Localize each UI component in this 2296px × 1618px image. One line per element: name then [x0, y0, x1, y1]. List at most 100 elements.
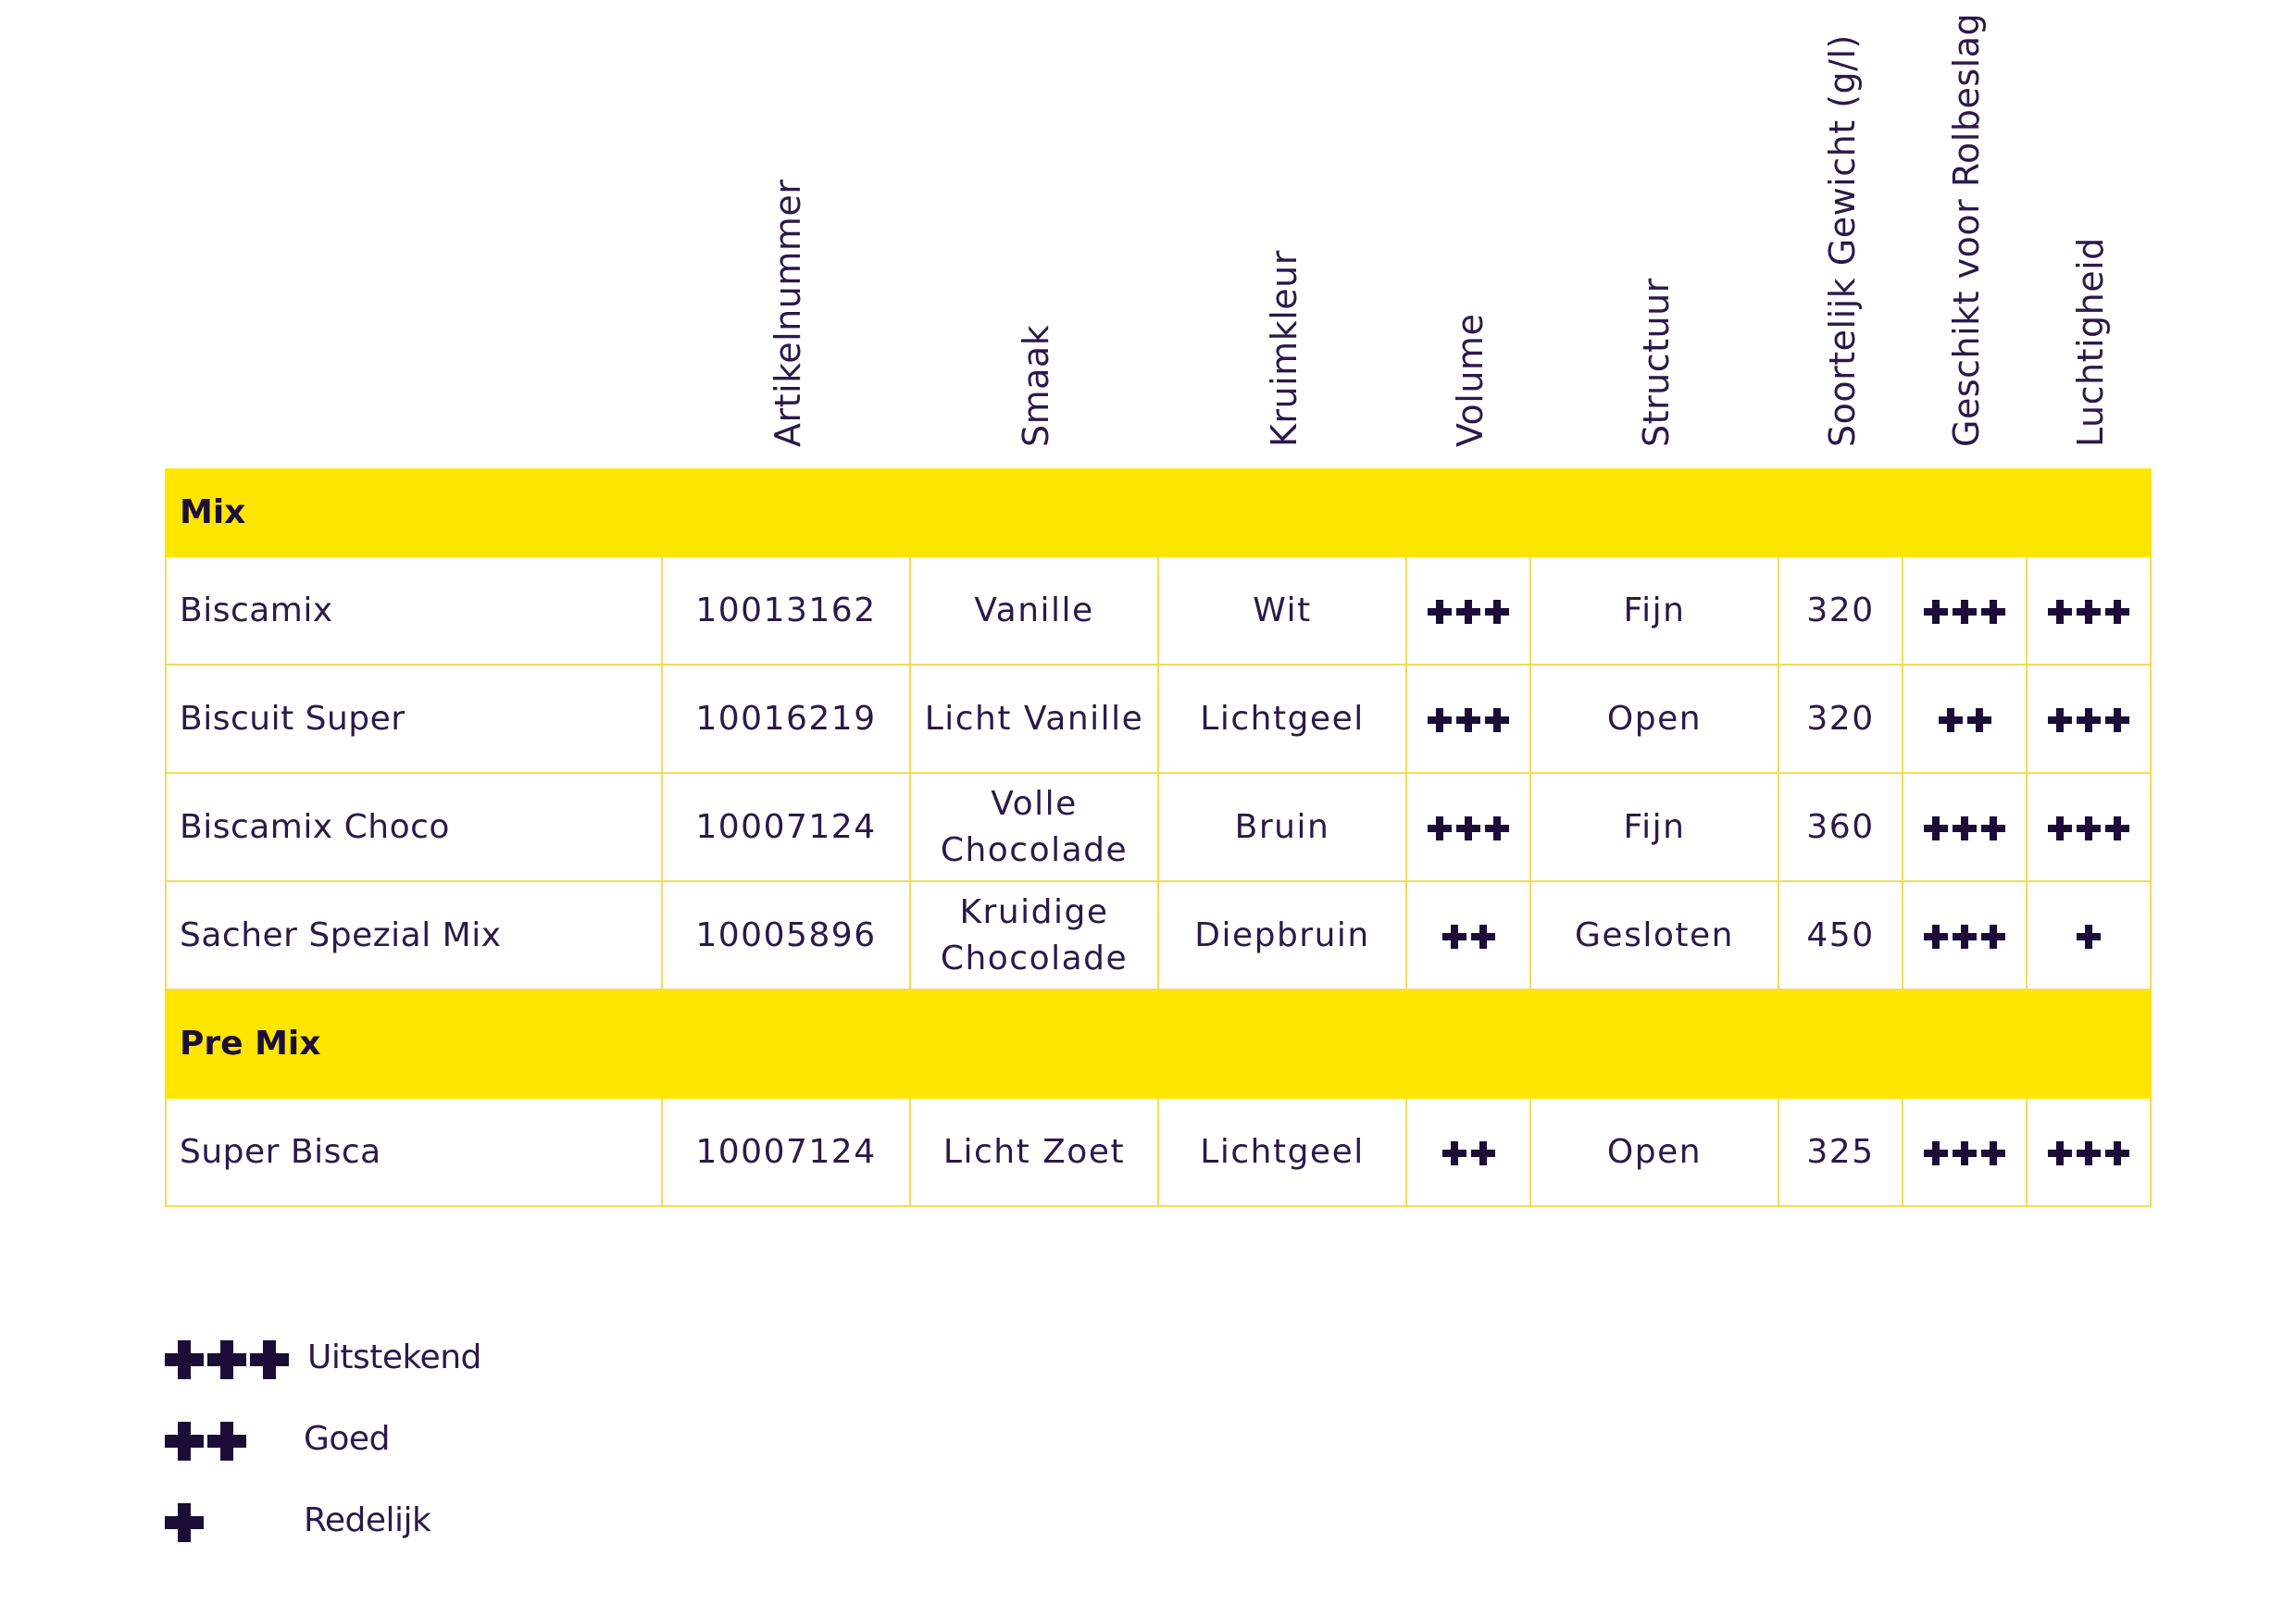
- plus-icon: [250, 1340, 289, 1379]
- plus-icon: [1441, 924, 1466, 949]
- plus-icon: [2048, 815, 2073, 840]
- smaak-line: Licht Zoet: [942, 1132, 1126, 1171]
- plus-icon: [1456, 815, 1480, 840]
- column-header-label: Artikelnummer: [767, 179, 808, 447]
- product-name-cell: Super Bisca: [165, 1097, 663, 1207]
- smaak-cell: Licht Zoet: [909, 1097, 1159, 1207]
- plus-icon: [1470, 1140, 1495, 1165]
- smaak-line: Volle: [991, 784, 1078, 823]
- plus-icon: [1456, 707, 1480, 732]
- legend-item: Redelijk: [165, 1496, 813, 1551]
- plus-icon: [165, 1422, 204, 1461]
- plus-icon: [2048, 707, 2073, 732]
- rating-cell: [2025, 1097, 2152, 1207]
- plus-icon: [1981, 924, 2005, 949]
- column-header-label: Soortelijk Gewicht (g/l): [1822, 34, 1863, 447]
- rating-cell: [1405, 664, 1531, 774]
- group-header-row: Pre Mix: [164, 989, 2152, 1099]
- rating-cell: [1405, 772, 1531, 882]
- plus-icon: [1953, 1140, 1977, 1165]
- plus-icon: [2105, 707, 2130, 732]
- plus-icon: [1428, 815, 1452, 840]
- plus-icon: [2077, 599, 2102, 624]
- smaak-line: Chocolade: [940, 939, 1129, 977]
- plus-icon: [1981, 599, 2005, 624]
- artikelnummer-cell: 10013162: [661, 555, 911, 666]
- plus-icon: [2105, 815, 2130, 840]
- rating-plus-icons: [2048, 1140, 2130, 1165]
- gewicht-cell: 320: [1778, 664, 1903, 774]
- plus-icon: [165, 1503, 204, 1542]
- plus-icon: [1938, 707, 1963, 732]
- table-row: Super Bisca 10007124 Licht Zoet Lichtgeel Op…: [165, 1097, 2152, 1207]
- plus-icon: [2077, 1140, 2102, 1165]
- artikelnummer-cell: 10007124: [661, 772, 911, 882]
- plus-icon: [1981, 1140, 2005, 1165]
- legend-label: Redelijk: [304, 1501, 431, 1539]
- rating-plus-icons: [1441, 1140, 1495, 1165]
- rating-plus-icons: [2077, 924, 2102, 949]
- rating-cell: [1405, 880, 1531, 990]
- product-name-cell: Biscamix: [165, 555, 663, 666]
- rating-plus-icons: [1924, 815, 2005, 840]
- plus-icon: [1953, 815, 1977, 840]
- rating-cell: [2025, 555, 2152, 666]
- column-header-label: Kruimkleur: [1264, 250, 1304, 447]
- smaak-cell: Licht Vanille: [909, 664, 1159, 774]
- structuur-cell: Fijn: [1529, 555, 1779, 666]
- plus-icon: [1966, 707, 1991, 732]
- plus-icon: [1981, 815, 2005, 840]
- plus-icon: [1924, 815, 1948, 840]
- product-table: Mix Biscamix 10013162 Vanille Wit Fijn 320 Bisc…: [164, 468, 2152, 1207]
- legend-item: Goed: [165, 1414, 813, 1470]
- plus-icon: [2077, 707, 2102, 732]
- smaak-line: Vanille: [974, 591, 1094, 629]
- rating-plus-icons: [1428, 815, 1509, 840]
- kruimkleur-cell: Bruin: [1157, 772, 1407, 882]
- plus-icon: [2077, 815, 2102, 840]
- plus-icon: [2077, 924, 2102, 949]
- rating-cell: [1405, 555, 1531, 666]
- plus-icon: [1428, 707, 1452, 732]
- plus-icon: [165, 1340, 204, 1379]
- rating-cell: [1902, 555, 2028, 666]
- structuur-cell: Open: [1529, 664, 1779, 774]
- group-label: Pre Mix: [164, 989, 2152, 1099]
- rating-cell: [1902, 880, 2028, 990]
- smaak-cell: Kruidige Chocolade: [909, 880, 1159, 990]
- rating-plus-icons: [1924, 1140, 2005, 1165]
- plus-icon: [207, 1422, 246, 1461]
- legend-plus-icons: [165, 1340, 289, 1379]
- rating-plus-icons: [1938, 707, 1991, 732]
- plus-icon: [1924, 1140, 1948, 1165]
- table-row: Biscamix Choco 10007124 Volle Chocolade Brui…: [165, 772, 2152, 882]
- plus-icon: [1441, 1140, 1466, 1165]
- plus-icon: [2105, 599, 2130, 624]
- legend-plus-icons: [165, 1503, 204, 1542]
- plus-icon: [2048, 599, 2073, 624]
- structuur-cell: Gesloten: [1529, 880, 1779, 990]
- rating-plus-icons: [2048, 707, 2130, 732]
- column-header-label: Structuur: [1636, 278, 1677, 447]
- rating-cell: [1902, 1097, 2028, 1207]
- rating-cell: [1902, 664, 2028, 774]
- kruimkleur-cell: Wit: [1157, 555, 1407, 666]
- rating-plus-icons: [1428, 599, 1509, 624]
- smaak-line: Kruidige: [959, 892, 1109, 931]
- column-header-label: Smaak: [1016, 324, 1056, 447]
- group-header-row: Mix: [164, 468, 2152, 557]
- column-headers: Artikelnummer Smaak Kruimkleur Volume Struct…: [0, 0, 2296, 467]
- column-header-label: Geschikt voor Rolbeslag: [1946, 12, 1987, 447]
- rating-plus-icons: [2048, 815, 2130, 840]
- legend-label: Goed: [304, 1420, 390, 1458]
- rating-cell: [1902, 772, 2028, 882]
- plus-icon: [1485, 599, 1509, 624]
- structuur-cell: Open: [1529, 1097, 1779, 1207]
- kruimkleur-cell: Lichtgeel: [1157, 1097, 1407, 1207]
- artikelnummer-cell: 10016219: [661, 664, 911, 774]
- plus-icon: [1485, 707, 1509, 732]
- rating-plus-icons: [1924, 924, 2005, 949]
- table-row: Sacher Spezial Mix 10005896 Kruidige Chocol…: [165, 880, 2152, 990]
- gewicht-cell: 325: [1778, 1097, 1903, 1207]
- table-row: Biscamix 10013162 Vanille Wit Fijn 320: [165, 555, 2152, 666]
